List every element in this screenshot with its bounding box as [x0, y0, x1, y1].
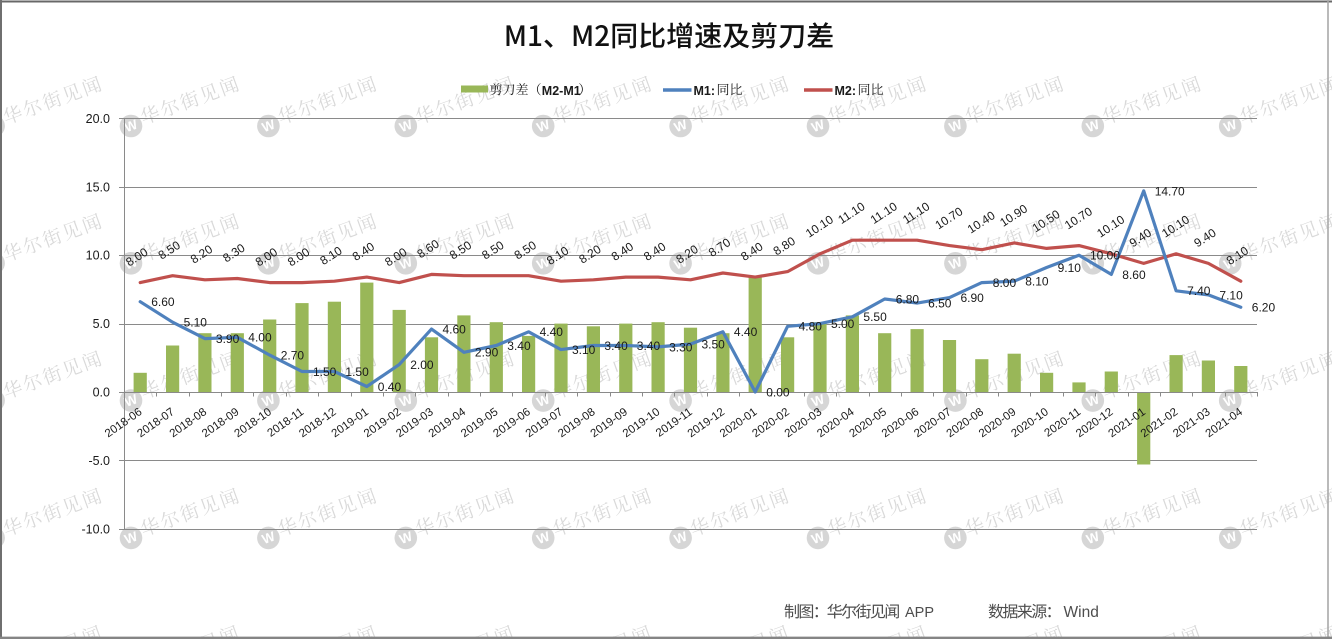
svg-text:2.90: 2.90: [475, 346, 499, 360]
svg-text:W: W: [947, 529, 964, 548]
svg-text:3.30: 3.30: [669, 340, 693, 354]
svg-text:4.80: 4.80: [799, 320, 823, 334]
svg-text:-10.0: -10.0: [82, 522, 111, 536]
svg-text:3.90: 3.90: [216, 332, 240, 346]
svg-text:3.10: 3.10: [572, 343, 596, 357]
svg-text:W: W: [672, 254, 689, 273]
svg-text:W: W: [260, 391, 277, 410]
svg-text:4.40: 4.40: [540, 325, 564, 339]
svg-text:W: W: [535, 391, 552, 410]
svg-text:W: W: [1084, 391, 1101, 410]
svg-text:W: W: [1084, 117, 1101, 136]
svg-text:10.00: 10.00: [1090, 249, 1120, 263]
svg-text:W: W: [1222, 254, 1239, 273]
svg-text:8.00: 8.00: [993, 276, 1017, 290]
svg-text:3.50: 3.50: [702, 338, 726, 352]
svg-text:W: W: [535, 254, 552, 273]
svg-text:6.80: 6.80: [896, 292, 920, 306]
svg-text:10.0: 10.0: [86, 249, 110, 263]
svg-text:W: W: [809, 391, 826, 410]
svg-text:8.60: 8.60: [1122, 268, 1146, 282]
svg-text:0.40: 0.40: [378, 380, 402, 394]
svg-text:6.90: 6.90: [961, 291, 985, 305]
svg-text:0.0: 0.0: [93, 386, 110, 400]
svg-text:W: W: [535, 529, 552, 548]
svg-text:W: W: [535, 117, 552, 136]
svg-text:5.0: 5.0: [93, 317, 110, 331]
svg-text:W: W: [809, 529, 826, 548]
svg-text:W: W: [947, 254, 964, 273]
svg-text:3.40: 3.40: [637, 339, 661, 353]
svg-text:4.40: 4.40: [734, 325, 758, 339]
svg-text:5.50: 5.50: [863, 310, 887, 324]
svg-text:1.50: 1.50: [313, 365, 337, 379]
svg-text:3.40: 3.40: [604, 339, 628, 353]
svg-text:W: W: [1222, 117, 1239, 136]
svg-text:W: W: [672, 117, 689, 136]
svg-text:14.70: 14.70: [1155, 184, 1185, 198]
svg-text:5.10: 5.10: [184, 316, 208, 330]
svg-text:2.70: 2.70: [281, 349, 305, 363]
svg-text:Wind: Wind: [1064, 604, 1099, 621]
svg-text:1.50: 1.50: [345, 365, 369, 379]
svg-text:W: W: [122, 254, 139, 273]
svg-text:4.00: 4.00: [248, 331, 272, 345]
svg-text:W: W: [260, 254, 277, 273]
svg-text:W: W: [122, 117, 139, 136]
svg-text:2.00: 2.00: [410, 358, 434, 372]
svg-text:W: W: [947, 391, 964, 410]
svg-text:8.10: 8.10: [1025, 275, 1049, 289]
svg-text:7.10: 7.10: [1219, 288, 1243, 302]
svg-text:W: W: [1084, 529, 1101, 548]
svg-text:-5.0: -5.0: [88, 454, 110, 468]
svg-text:W: W: [672, 529, 689, 548]
svg-text:W: W: [947, 117, 964, 136]
svg-text:W: W: [397, 529, 414, 548]
svg-text:W: W: [122, 391, 139, 410]
svg-text:M2-M1: M2-M1: [542, 84, 581, 98]
svg-text:9.10: 9.10: [1058, 261, 1082, 275]
svg-text:M1:: M1:: [694, 84, 716, 98]
svg-text:5.00: 5.00: [831, 317, 855, 331]
svg-text:W: W: [397, 117, 414, 136]
svg-text:W: W: [809, 117, 826, 136]
svg-text:M2:: M2:: [835, 84, 857, 98]
svg-text:15.0: 15.0: [86, 180, 110, 194]
svg-text:W: W: [260, 529, 277, 548]
svg-text:W: W: [672, 391, 689, 410]
svg-text:6.60: 6.60: [151, 295, 175, 309]
svg-text:7.40: 7.40: [1187, 284, 1211, 298]
svg-text:W: W: [1222, 529, 1239, 548]
svg-text:W: W: [260, 117, 277, 136]
svg-text:4.60: 4.60: [443, 323, 467, 337]
svg-text:6.20: 6.20: [1252, 301, 1276, 315]
svg-text:W: W: [397, 254, 414, 273]
svg-text:W: W: [122, 529, 139, 548]
svg-text:20.0: 20.0: [86, 112, 110, 126]
svg-text:W: W: [397, 391, 414, 410]
svg-text:6.50: 6.50: [928, 297, 952, 311]
svg-text:3.40: 3.40: [507, 339, 531, 353]
svg-text:0.00: 0.00: [766, 385, 790, 399]
svg-text:APP: APP: [905, 605, 934, 621]
